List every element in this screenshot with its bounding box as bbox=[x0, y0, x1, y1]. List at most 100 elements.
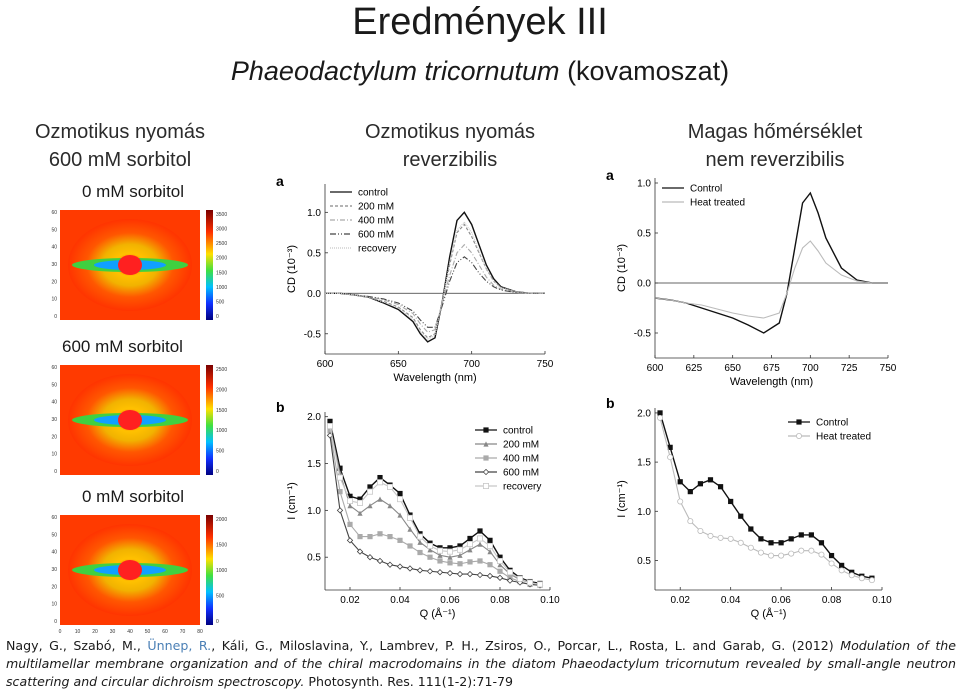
data-point bbox=[426, 568, 434, 575]
data-point bbox=[436, 569, 444, 576]
data-point bbox=[377, 531, 383, 537]
data-point bbox=[486, 572, 494, 580]
data-point bbox=[437, 552, 443, 558]
data-point bbox=[466, 570, 474, 578]
data-point bbox=[687, 518, 694, 525]
data-point bbox=[506, 569, 513, 576]
data-point bbox=[747, 544, 754, 551]
y-tick-label: 1.0 bbox=[637, 507, 651, 518]
panel-letter: b bbox=[276, 399, 285, 415]
color-scale-bar bbox=[206, 210, 213, 320]
data-point bbox=[496, 557, 503, 564]
data-point bbox=[387, 534, 393, 540]
pattern-y-tick: 10 bbox=[51, 602, 57, 608]
sans-pattern-label: 0 mM sorbitol bbox=[80, 182, 187, 202]
x-tick-label: 700 bbox=[802, 363, 819, 374]
citation-authors: Nagy, G., Szabó, M., bbox=[6, 638, 148, 653]
pattern-y-tick: 50 bbox=[51, 532, 57, 538]
data-point bbox=[727, 535, 734, 542]
data-point bbox=[497, 554, 503, 560]
data-point bbox=[748, 526, 754, 532]
panel-letter: b bbox=[606, 395, 615, 411]
x-tick-label: 0.04 bbox=[721, 595, 741, 606]
x-tick-label: 625 bbox=[685, 363, 702, 374]
data-point bbox=[427, 554, 433, 560]
data-point bbox=[327, 418, 333, 424]
data-point bbox=[667, 444, 673, 450]
data-point bbox=[482, 483, 489, 490]
legend: Control Heat treated bbox=[788, 418, 871, 443]
colorbar-tick-label: 3000 bbox=[216, 227, 227, 233]
series-group bbox=[325, 223, 545, 339]
y-tick-label: -0.5 bbox=[634, 329, 652, 340]
data-point bbox=[796, 419, 802, 425]
colorbar-tick-label: 3500 bbox=[216, 212, 227, 218]
colorbar-tick-label: 2000 bbox=[216, 256, 227, 262]
colorbar-tick-label: 1000 bbox=[216, 568, 227, 574]
legend-label: recovery bbox=[358, 244, 396, 255]
sans-pattern-panel: 3500 3000 2500 2000 1500 1000 500 0 60 50 40 30 20 10… bbox=[40, 180, 275, 330]
data-point bbox=[482, 468, 490, 476]
x-axis-label: Wavelength (nm) bbox=[730, 376, 813, 388]
pattern-x-tick: 10 bbox=[75, 629, 81, 635]
col-middle-line1: Ozmotikus nyomás bbox=[364, 121, 536, 143]
series-line bbox=[325, 256, 545, 328]
data-point bbox=[456, 570, 464, 578]
data-point bbox=[828, 560, 835, 567]
data-point bbox=[347, 521, 353, 528]
col-heading-left: Ozmotikus nyomás 600 mM sorbitol bbox=[20, 118, 220, 174]
data-point bbox=[417, 549, 423, 556]
data-point bbox=[477, 541, 483, 547]
legend-label: 600 mM bbox=[358, 230, 394, 241]
series-group bbox=[657, 414, 875, 584]
colorbar-tick-label: 500 bbox=[216, 449, 225, 455]
data-point bbox=[697, 527, 704, 534]
beam-stop bbox=[118, 255, 142, 275]
data-point bbox=[717, 534, 724, 541]
series-line bbox=[659, 412, 873, 579]
cd-spectrum-heat: a 1.0 0.5 0.0 -0.5 600 625 650 675 700 725 750 Wavel… bbox=[606, 167, 897, 388]
data-point bbox=[447, 554, 453, 560]
data-point bbox=[808, 532, 814, 538]
x-tick-label: 0.04 bbox=[390, 595, 410, 606]
y-tick-label: 2.0 bbox=[637, 408, 651, 419]
sans-pattern-panel: 2000 1500 1000 500 0 60 50 40 30 20 10 0 0 10 20 30 40 50… bbox=[40, 485, 275, 635]
series-group bbox=[325, 243, 545, 333]
y-tick-label: 0.0 bbox=[307, 289, 321, 300]
data-point bbox=[467, 559, 473, 565]
data-point bbox=[677, 479, 683, 485]
x-tick-label: 650 bbox=[724, 363, 741, 374]
data-point bbox=[798, 532, 804, 538]
data-point bbox=[416, 567, 424, 574]
data-point bbox=[456, 546, 463, 553]
data-point bbox=[687, 489, 693, 495]
colorbar-tick-label: 1000 bbox=[216, 285, 227, 291]
data-point bbox=[707, 532, 714, 539]
data-point bbox=[427, 547, 433, 553]
col-left-line2: 600 mM sorbitol bbox=[48, 149, 192, 171]
data-point bbox=[447, 545, 453, 551]
pattern-y-tick: 0 bbox=[54, 619, 57, 625]
data-point bbox=[496, 574, 504, 581]
series-group bbox=[327, 423, 543, 588]
cd-spectrum-osmotic: a 1.0 0.5 0.0 -0.5 600 650 700 750 Wavelength (nm… bbox=[276, 173, 554, 384]
colorbar-tick-label: 2500 bbox=[216, 367, 227, 373]
legend: Control Heat treated bbox=[662, 184, 745, 209]
pattern-y-tick: 20 bbox=[51, 584, 57, 590]
y-tick-label: 0.5 bbox=[307, 248, 321, 259]
data-point bbox=[798, 547, 805, 554]
data-point bbox=[808, 547, 815, 554]
data-point bbox=[347, 503, 353, 509]
series-line bbox=[659, 417, 873, 581]
data-point bbox=[426, 542, 433, 549]
data-point bbox=[356, 548, 364, 555]
subtitle-rest: (kovamoszat) bbox=[567, 56, 730, 86]
sans-pattern-panel: 2500 2000 1500 1000 500 0 60 50 40 30 20 10 0 600 mM … bbox=[40, 335, 275, 485]
data-point bbox=[838, 567, 845, 574]
colorbar-tick-label: 0 bbox=[216, 619, 219, 625]
x-tick-label: 600 bbox=[317, 359, 334, 370]
data-point bbox=[466, 541, 473, 548]
y-tick-label: 1.0 bbox=[307, 506, 321, 517]
x-tick-label: 0.06 bbox=[771, 595, 791, 606]
data-point bbox=[858, 575, 865, 582]
